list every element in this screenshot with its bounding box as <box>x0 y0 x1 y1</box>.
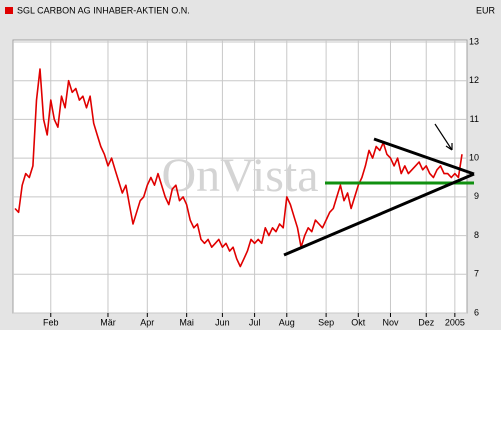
marks <box>14 68 463 268</box>
y-tick-label: 6 <box>474 307 479 317</box>
y-tick-label: 8 <box>474 230 479 240</box>
axes: 6 7 8 9 10 11 12 13 Feb Mär Apr Mai Jun Jul Aug Sep Okt N… <box>43 36 479 327</box>
currency-label: EUR <box>476 5 496 15</box>
x-tick-label: Mär <box>100 317 116 327</box>
x-tick-label: Jul <box>249 317 261 327</box>
y-tick-label: 10 <box>469 153 479 163</box>
x-tick-label: Jun <box>215 317 230 327</box>
x-tick-label: Mai <box>179 317 194 327</box>
x-tick-label: 2005 <box>445 317 465 327</box>
trend-line-lower <box>283 172 475 257</box>
legend-label: SGL CARBON AG INHABER-AKTIEN O.N. <box>17 5 190 15</box>
x-tick-label: Nov <box>382 317 399 327</box>
y-tick-label: 9 <box>474 191 479 201</box>
trend-line-upper <box>373 137 475 176</box>
x-tick-label: Dez <box>418 317 435 327</box>
legend-swatch <box>5 7 13 14</box>
y-tick-label: 11 <box>470 114 479 124</box>
x-tick-label: Aug <box>279 317 295 327</box>
x-tick-label: Apr <box>140 317 154 327</box>
arrow <box>434 123 453 151</box>
x-tick-label: Feb <box>43 317 59 327</box>
y-tick-label: 13 <box>469 36 479 46</box>
plot-area <box>12 39 468 314</box>
grid <box>13 40 467 314</box>
y-tick-label: 12 <box>469 75 479 85</box>
y-tick-label: 7 <box>474 269 479 279</box>
x-tick-label: Sep <box>318 317 334 327</box>
x-tick-label: Okt <box>351 317 366 327</box>
watermark: OnVista <box>161 149 318 202</box>
price-line <box>14 68 463 268</box>
